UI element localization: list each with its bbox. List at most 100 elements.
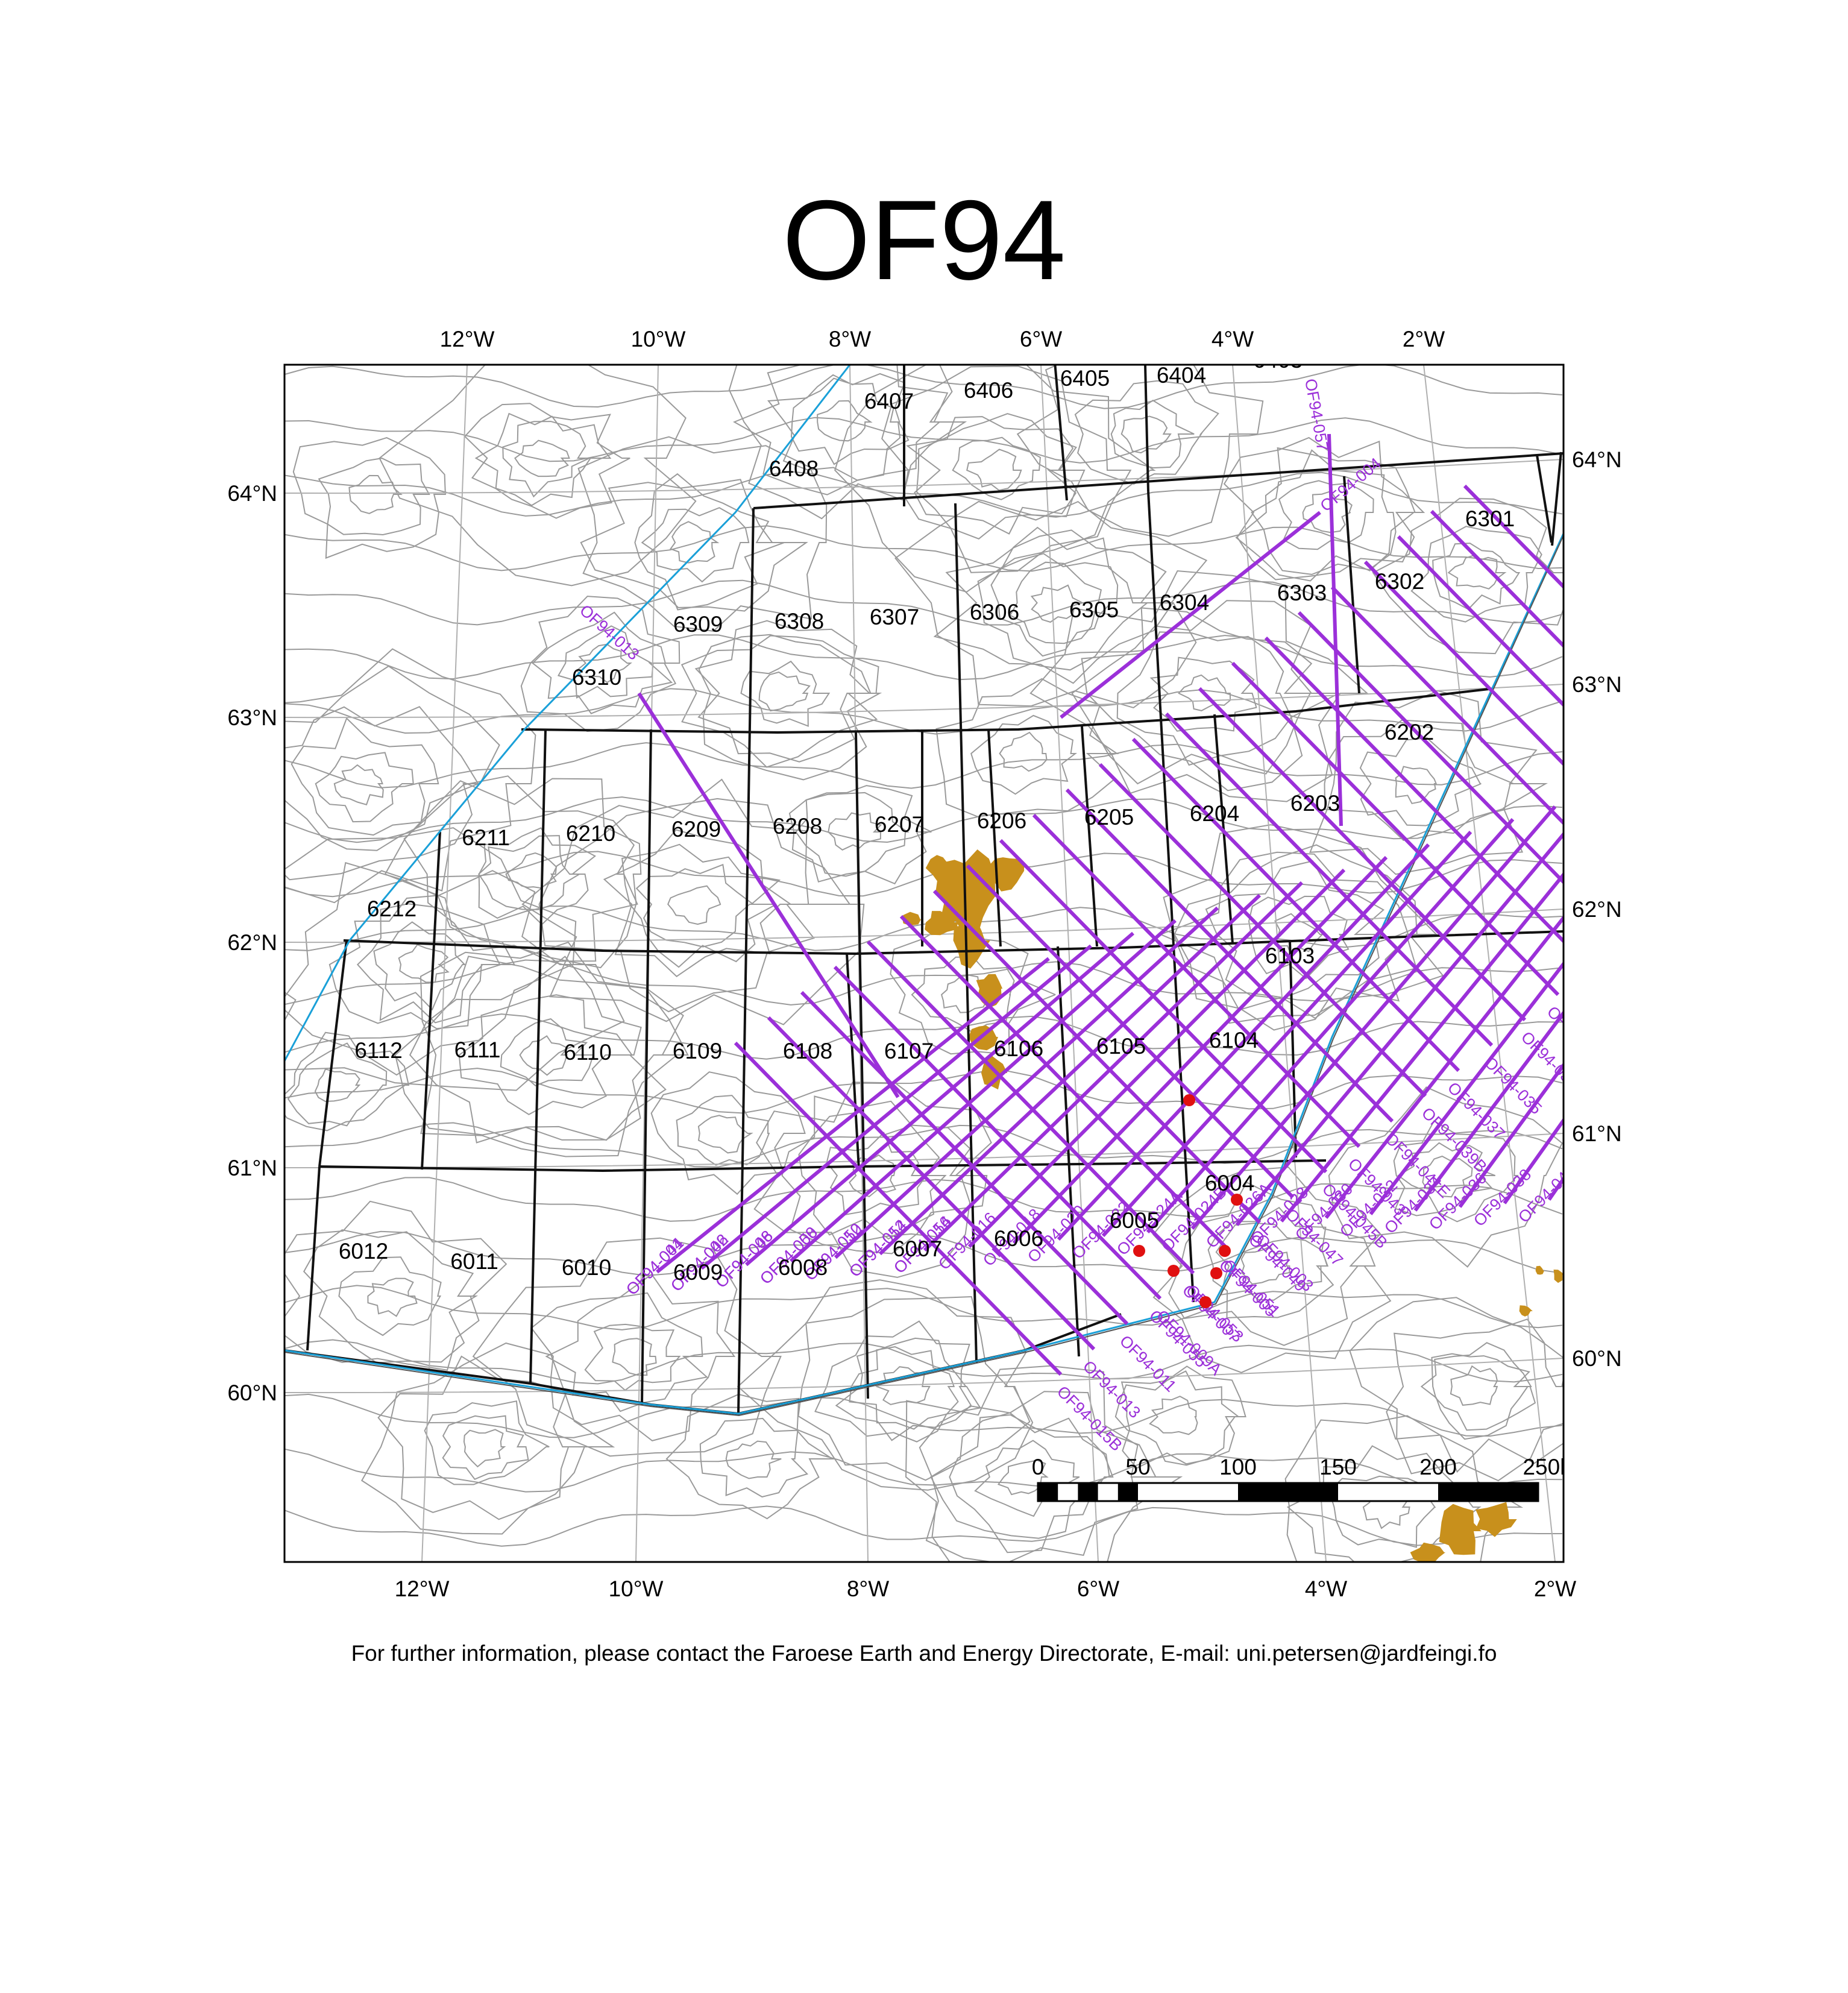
top-longitude-tick: 10°W [631, 327, 686, 351]
top-longitude-tick: 4°W [1212, 327, 1254, 351]
depth-contour [545, 1292, 708, 1412]
depth-contour [284, 1013, 1563, 1060]
licence-block-grid [284, 365, 1564, 1415]
depth-contour [403, 775, 638, 962]
survey-line [1101, 830, 1472, 1238]
block-grid-line [1054, 365, 1068, 501]
depth-contour [1223, 436, 1425, 581]
depth-contour [977, 526, 1149, 671]
block-label: 6206 [977, 808, 1026, 833]
block-label: 6103 [1265, 943, 1315, 968]
survey-line [1060, 511, 1321, 719]
depth-contour [292, 437, 446, 559]
depth-contour [997, 1459, 1049, 1496]
block-label: 6012 [339, 1239, 388, 1264]
shetland-island [1519, 1305, 1533, 1317]
survey-line [866, 940, 1195, 1275]
block-grid-line [421, 831, 441, 1170]
depth-contour [790, 377, 901, 465]
block-grid-line [753, 452, 1564, 509]
contact-footer: For further information, please contact … [351, 1641, 1497, 1666]
map-frame [283, 364, 1565, 1563]
survey-line-label: OF94-023B [1680, 901, 1752, 974]
depth-contour [356, 903, 501, 1024]
depth-contour [1431, 1353, 1536, 1431]
depth-contour [665, 1393, 835, 1520]
block-label: 6309 [673, 612, 723, 637]
meridian-line [1232, 365, 1327, 1562]
depth-contour [538, 798, 851, 1013]
depth-contour [1372, 497, 1564, 655]
shetland-island [1439, 1503, 1482, 1555]
depth-contour [667, 885, 721, 925]
block-grid-line [954, 503, 978, 1363]
survey-line [899, 915, 1228, 1250]
depth-contour [753, 1082, 992, 1278]
survey-line-label: OF94-029B [1580, 977, 1653, 1050]
survey-line [1430, 509, 1564, 649]
survey-line [700, 944, 1092, 1270]
survey-line-label: OF94-025A [1643, 927, 1715, 999]
block-grid-line [1551, 452, 1562, 546]
well-marker [1183, 1094, 1195, 1106]
depth-contour [338, 1256, 442, 1337]
block-label: 6109 [673, 1039, 722, 1063]
survey-line [767, 1016, 1096, 1351]
block-label: 6301 [1465, 506, 1515, 531]
survey-line-label: OF94-017A [1779, 825, 1848, 898]
depth-contour [933, 529, 1174, 684]
block-grid-line [1144, 365, 1149, 492]
block-label: 6212 [367, 896, 416, 921]
depth-contour [698, 634, 882, 781]
depth-contour [500, 1018, 594, 1087]
depth-contour [367, 1277, 418, 1317]
survey-line-label: OF94-027 [1617, 952, 1682, 1016]
scale-bar-label: 200 [1419, 1455, 1457, 1479]
parallel-line [284, 1133, 1564, 1169]
survey-line [1458, 1062, 1564, 1208]
block-label: 6111 [454, 1037, 501, 1062]
depth-contour [699, 1417, 809, 1498]
block-label: 6007 [893, 1236, 942, 1261]
well-marker [1231, 1194, 1243, 1206]
depth-contour [1235, 447, 1416, 582]
survey-line [1065, 788, 1394, 1123]
scale-bar-label: 0 [1032, 1455, 1045, 1479]
depth-contour [580, 479, 808, 612]
faroe-island [925, 911, 958, 936]
depth-contour [1120, 415, 1172, 454]
scale-bar-segment [1038, 1483, 1058, 1501]
block-label: 6104 [1209, 1028, 1259, 1053]
block-label: 6404 [1157, 363, 1206, 388]
right-latitude-tick: 63°N [1572, 672, 1622, 697]
block-label: 6205 [1084, 805, 1134, 830]
block-label: 6010 [562, 1255, 611, 1280]
depth-contour [1178, 674, 1231, 711]
block-label: 6106 [994, 1036, 1043, 1061]
block-label: 6408 [769, 456, 819, 481]
survey-line [1503, 1117, 1564, 1204]
depth-contour [409, 956, 667, 1144]
depth-contour [458, 994, 633, 1115]
survey-line [1397, 535, 1564, 708]
depth-contour [1274, 913, 1324, 956]
depth-contour [970, 714, 1078, 795]
left-latitude-tick: 60°N [227, 1381, 277, 1405]
block-label: 6006 [994, 1226, 1043, 1251]
depth-contour [472, 1237, 782, 1457]
block-grid-line [343, 930, 1564, 956]
depth-contour [1120, 1365, 1246, 1469]
depth-contour [464, 403, 630, 519]
coordinate-tick-labels: 12°W 10°W 8°W 6°W 4°W 2°W 12°W 10°W 8°W 6°W 4°W 2°W… [227, 327, 1621, 1601]
survey-line [1235, 831, 1564, 1226]
survey-line [1012, 855, 1388, 1245]
depth-contour [284, 827, 625, 1091]
survey-line [1057, 843, 1430, 1241]
depth-contour [694, 620, 871, 763]
seismic-survey-lines[interactable] [637, 433, 1848, 1376]
block-grid-line [1289, 940, 1297, 1158]
block-label: 6210 [566, 821, 615, 846]
survey-line [1131, 737, 1460, 1072]
depth-contour [1302, 490, 1353, 534]
